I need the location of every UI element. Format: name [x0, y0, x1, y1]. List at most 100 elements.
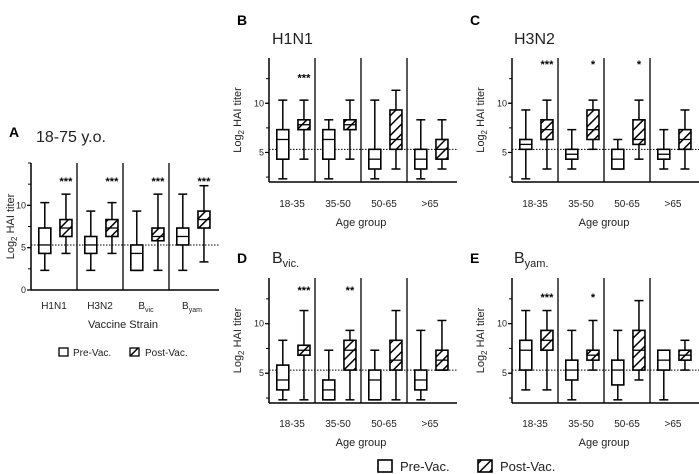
x-axis-label: Age group [579, 437, 630, 449]
box-pre-vac [656, 128, 671, 170]
y-tick-label: 5 [259, 147, 264, 157]
box-post-vac [59, 193, 73, 255]
x-category-label: 18-35 [279, 199, 305, 210]
box-iqr [37, 227, 52, 255]
y-label-rest: HAI titer [475, 87, 487, 130]
box-pre-vac [610, 329, 625, 401]
x-axis-label: Vaccine Strain [88, 319, 158, 331]
x-category-label: >65 [665, 199, 682, 210]
x-category-label: 50-65 [371, 199, 397, 210]
category-main: >65 [665, 419, 682, 430]
panel-title-main: B [514, 250, 525, 267]
category-main: 35-50 [568, 199, 594, 210]
box-pre-vac [176, 193, 190, 272]
x-category-label: >65 [422, 419, 439, 430]
x-category-label: Byam [182, 301, 202, 314]
box-post-vac [297, 309, 311, 401]
category-main: H1N1 [41, 301, 67, 312]
box-iqr [275, 364, 290, 391]
y-tick-label: 0 [21, 285, 26, 295]
y-tick-label: 5 [259, 368, 264, 378]
box-pre-vac [610, 138, 625, 170]
box-iqr [610, 359, 625, 386]
significance-marker: * [591, 292, 596, 304]
panel-letter: D [237, 250, 247, 266]
y-label-sub: 2 [480, 350, 489, 355]
category-main: 50-65 [371, 199, 397, 210]
y-label-main: Log [232, 134, 244, 152]
box-post-vac [678, 109, 692, 170]
x-category-label: 35-50 [568, 419, 594, 430]
legend-panel-a: Pre-Vac. Post-Vac. [58, 347, 188, 359]
box-iqr [389, 109, 403, 151]
y-axis-label: Log2 HAI titer [5, 193, 19, 259]
box-iqr [586, 109, 600, 141]
box-pre-vac [130, 210, 144, 272]
box-iqr [275, 128, 290, 160]
box-post-vac [586, 319, 600, 371]
category-sub: yam [189, 307, 202, 314]
significance-marker: ** [346, 285, 355, 297]
category-main: 35-50 [568, 419, 594, 430]
box-post-vac [297, 99, 311, 160]
y-label-rest: HAI titer [5, 193, 17, 236]
x-category-label: 50-65 [614, 199, 640, 210]
category-main: B [182, 301, 189, 312]
category-main: H3N2 [87, 301, 113, 312]
x-axis-label: Age group [579, 217, 630, 229]
significance-marker: *** [298, 73, 312, 85]
x-category-label: 18-35 [522, 419, 548, 430]
panel-title: H3N2 [514, 31, 555, 48]
significance-marker: *** [152, 176, 166, 188]
legend-bottom: Pre-Vac. Post-Vac. [377, 459, 555, 474]
box-iqr [343, 339, 357, 371]
y-label-main: Log [5, 241, 17, 259]
box-pre-vac [37, 201, 52, 272]
box-post-vac [632, 299, 646, 381]
box-pre-vac [564, 128, 579, 170]
category-main: B [138, 301, 145, 312]
category-sub: vic [145, 307, 154, 314]
box-pre-vac [275, 99, 290, 180]
x-category-label: 35-50 [325, 199, 351, 210]
box-post-vac [343, 99, 357, 160]
panel-title: Bvic. [272, 250, 299, 270]
y-axis-label: Log2 HAI titer [232, 307, 246, 373]
x-category-label: >65 [422, 199, 439, 210]
box-pre-vac [321, 349, 336, 401]
box-pre-vac [413, 329, 428, 401]
box-iqr [367, 369, 382, 401]
legend-pre-swatch [58, 347, 69, 357]
category-main: 35-50 [325, 419, 351, 430]
box-post-vac [389, 309, 403, 401]
box-pre-vac [518, 309, 533, 391]
box-post-vac [540, 99, 554, 170]
panel-title: H1N1 [272, 31, 313, 48]
box-post-vac [632, 99, 646, 160]
significance-marker: *** [106, 176, 120, 188]
box-post-vac [389, 89, 403, 170]
box-iqr [518, 339, 533, 371]
legend-post-label: Post-Vac. [500, 459, 555, 474]
panel-b: B H1N1 5 10 Log2 HAI titer 18-35 *** 35-50 50-65… [232, 12, 457, 229]
box-pre-vac [275, 339, 290, 401]
box-post-vac [105, 201, 119, 255]
box-iqr [321, 128, 336, 160]
box-post-vac [151, 193, 165, 272]
box-pre-vac [564, 329, 579, 401]
category-main: 18-35 [522, 199, 548, 210]
box-iqr [130, 244, 144, 272]
y-label-rest: HAI titer [232, 307, 244, 350]
y-tick-label: 10 [254, 98, 264, 108]
x-category-label: H1N1 [41, 301, 67, 312]
y-label-sub: 2 [10, 236, 19, 241]
category-main: 50-65 [371, 419, 397, 430]
panel-title-sub: yam. [525, 258, 549, 270]
box-post-vac [197, 184, 211, 263]
legend-post-label: Post-Vac. [145, 348, 188, 359]
x-category-label: 50-65 [371, 419, 397, 430]
category-main: >65 [422, 199, 439, 210]
category-main: 18-35 [522, 419, 548, 430]
y-label-rest: HAI titer [232, 87, 244, 130]
